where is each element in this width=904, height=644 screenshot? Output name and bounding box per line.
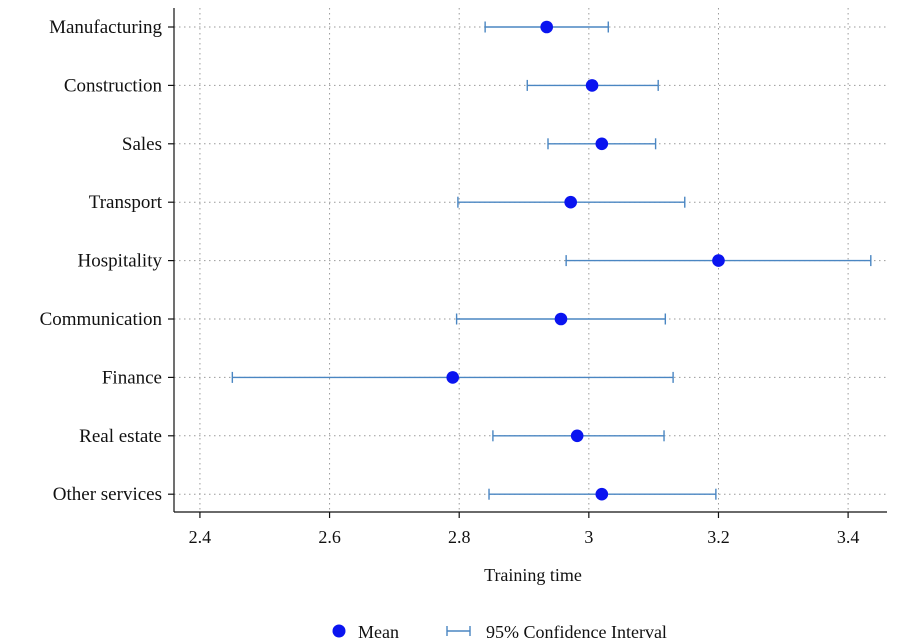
x-tick-label: 2.8: [448, 527, 471, 547]
mean-point: [712, 254, 725, 267]
category-label: Manufacturing: [49, 17, 162, 38]
category-label: Transport: [89, 192, 163, 213]
labels-layer: 2.4 2.6 2.8 3 3.2 3.4 Manufacturing Constructio…: [40, 17, 860, 547]
mean-point: [585, 79, 599, 92]
mean-point: [570, 429, 584, 443]
x-axis-title: Training time: [484, 565, 582, 585]
mean-point: [540, 20, 554, 34]
mean-point: [446, 371, 460, 384]
legend-mean-marker: [332, 624, 346, 638]
category-label: Sales: [122, 134, 162, 155]
x-tick-label: 2.6: [318, 527, 341, 547]
axis-layer: [168, 8, 887, 518]
category-label: Other services: [53, 484, 162, 505]
x-tick-label: 3.4: [837, 527, 860, 547]
category-label: Real estate: [79, 426, 162, 447]
x-tick-label: 3: [584, 527, 593, 547]
legend-mean-label: Mean: [358, 622, 399, 642]
marks-layer: [231, 20, 872, 501]
category-label: Finance: [102, 367, 162, 388]
mean-point: [595, 487, 609, 501]
category-label: Communication: [40, 309, 163, 330]
legend: Mean 95% Confidence Interval: [332, 622, 667, 642]
category-label: Hospitality: [78, 251, 163, 272]
mean-point: [564, 195, 577, 209]
x-tick-label: 2.4: [189, 527, 212, 547]
legend-ci-label: 95% Confidence Interval: [486, 622, 667, 642]
mean-point: [554, 312, 568, 326]
x-tick-label: 3.2: [707, 527, 730, 547]
mean-point: [595, 137, 609, 151]
category-label: Construction: [64, 75, 163, 96]
